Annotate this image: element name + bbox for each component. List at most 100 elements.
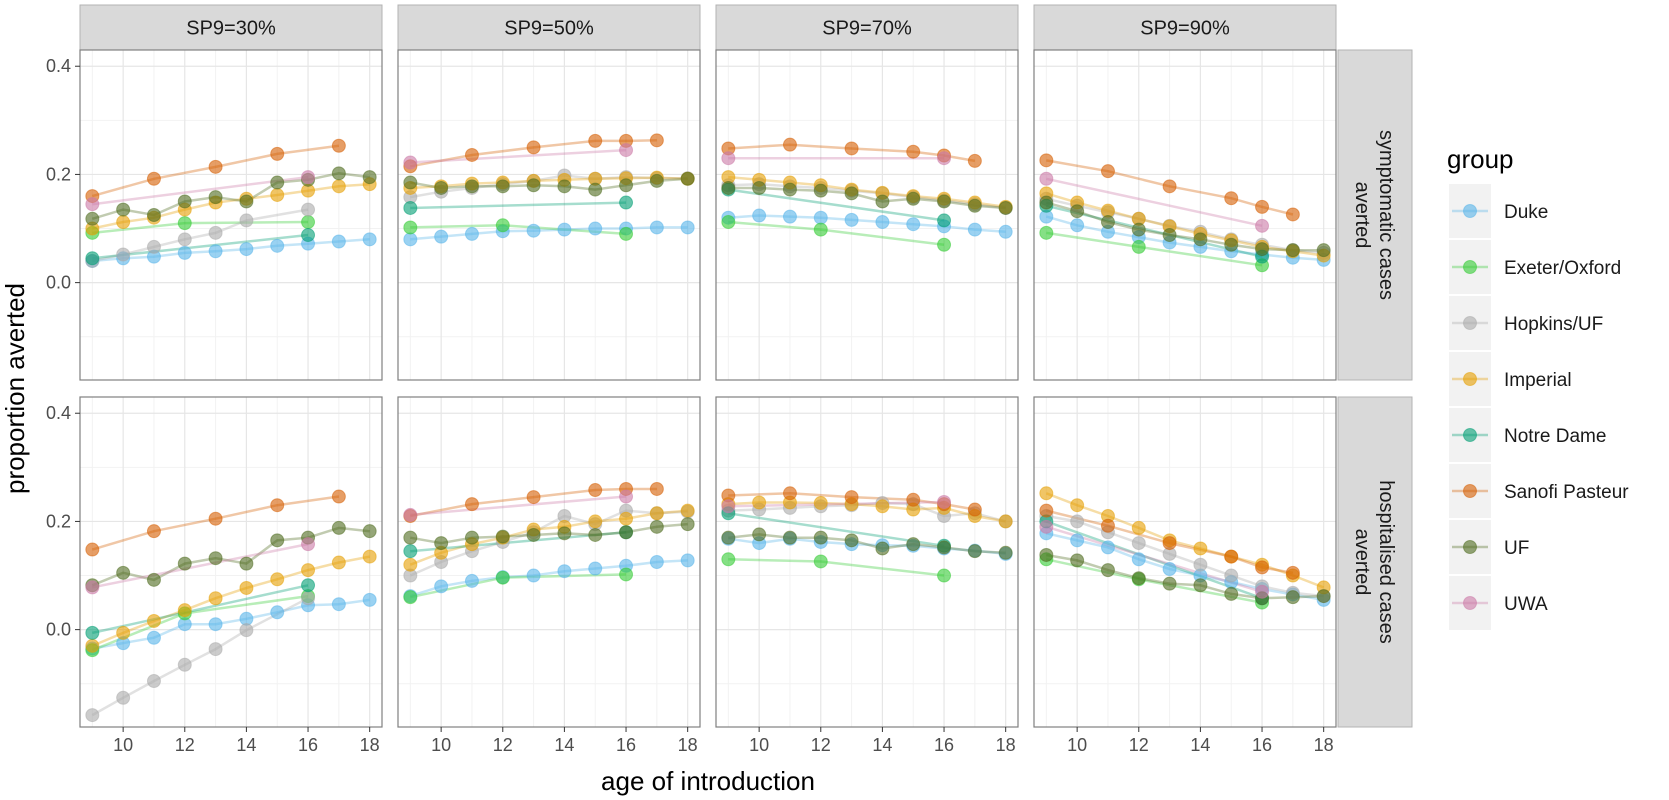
data-point: [1100, 540, 1115, 555]
facet-strip-col: [715, 4, 1019, 51]
data-point: [331, 597, 346, 612]
data-point: [331, 555, 346, 570]
legend-key-point: [1463, 484, 1477, 498]
data-point: [844, 186, 859, 201]
data-point: [403, 544, 418, 559]
data-point: [403, 220, 418, 235]
data-point: [937, 194, 952, 209]
data-point: [208, 190, 223, 205]
data-point: [301, 591, 316, 606]
panel-background: [80, 397, 382, 727]
data-point: [557, 526, 572, 541]
data-point: [526, 223, 541, 238]
data-point: [1316, 243, 1331, 258]
y-tick-label: 0.4: [46, 403, 71, 423]
facet-strip-label: averted: [1351, 529, 1373, 596]
data-point: [270, 498, 285, 513]
data-point: [526, 568, 541, 583]
data-point: [1193, 578, 1208, 593]
data-point: [403, 175, 418, 190]
data-point: [434, 229, 449, 244]
data-point: [239, 556, 254, 571]
data-point: [649, 173, 664, 188]
series-line: [410, 177, 688, 191]
data-point: [177, 216, 192, 231]
data-point: [434, 180, 449, 195]
data-point: [557, 222, 572, 237]
data-point: [649, 481, 664, 496]
data-point: [362, 170, 377, 185]
data-point: [116, 215, 131, 230]
data-point: [495, 179, 510, 194]
data-point: [721, 552, 736, 567]
series-line: [728, 501, 1006, 523]
data-point: [177, 245, 192, 260]
data-point: [526, 490, 541, 505]
panel-border: [79, 396, 383, 728]
data-point: [782, 209, 797, 224]
data-point: [146, 613, 161, 628]
data-point: [782, 137, 797, 152]
y-tick-label: 0.0: [46, 620, 71, 640]
y-axis-title: proportion averted: [0, 283, 30, 494]
series-line: [410, 174, 688, 199]
data-point: [362, 592, 377, 607]
series-line: [728, 188, 945, 222]
x-axis-title: age of introduction: [601, 766, 815, 796]
series-line: [410, 176, 688, 190]
x-tick-label: 14: [1190, 735, 1210, 755]
data-point: [588, 514, 603, 529]
data-point: [464, 226, 479, 241]
data-point: [1039, 547, 1054, 562]
x-tick-label: 12: [1129, 735, 1149, 755]
data-point: [1131, 239, 1146, 254]
legend-label: Hopkins/UF: [1504, 314, 1603, 335]
data-point: [1255, 560, 1270, 575]
data-point: [649, 133, 664, 148]
data-point: [208, 159, 223, 174]
data-point: [844, 533, 859, 548]
data-point: [208, 642, 223, 657]
data-point: [301, 215, 316, 230]
data-point: [752, 180, 767, 195]
legend-label: Exeter/Oxford: [1504, 258, 1621, 279]
facet-strip-row: [1337, 49, 1413, 381]
series-line: [1045, 201, 1324, 252]
data-point: [1131, 552, 1146, 567]
data-point: [116, 202, 131, 217]
data-point: [1162, 179, 1177, 194]
series-line: [409, 509, 688, 577]
data-point: [588, 561, 603, 576]
series-line: [1046, 532, 1324, 602]
data-point: [116, 625, 131, 640]
data-point: [1193, 557, 1208, 572]
data-point: [721, 180, 736, 195]
data-point: [1255, 242, 1270, 257]
data-point: [526, 527, 541, 542]
panel-background: [716, 50, 1018, 380]
legend-key-point: [1463, 372, 1477, 386]
y-tick-label: 0.2: [46, 511, 71, 531]
x-tick-label: 16: [298, 735, 318, 755]
legend-key-point: [1463, 316, 1477, 330]
data-point: [1316, 589, 1331, 604]
data-point: [146, 208, 161, 222]
data-point: [619, 489, 634, 504]
data-point: [588, 483, 603, 498]
panel-border: [1033, 396, 1337, 728]
data-point: [1039, 486, 1054, 501]
legend-label: Sanofi Pasteur: [1504, 482, 1629, 503]
series-line: [1045, 192, 1324, 257]
data-point: [116, 690, 131, 705]
data-point: [649, 555, 664, 569]
series-line: [1046, 197, 1324, 255]
data-point: [403, 232, 418, 247]
data-point: [177, 556, 192, 571]
data-point: [1070, 204, 1085, 219]
x-tick-label: 12: [493, 735, 513, 755]
data-point: [85, 638, 100, 653]
data-point: [906, 217, 921, 232]
legend-key-point: [1463, 204, 1477, 218]
